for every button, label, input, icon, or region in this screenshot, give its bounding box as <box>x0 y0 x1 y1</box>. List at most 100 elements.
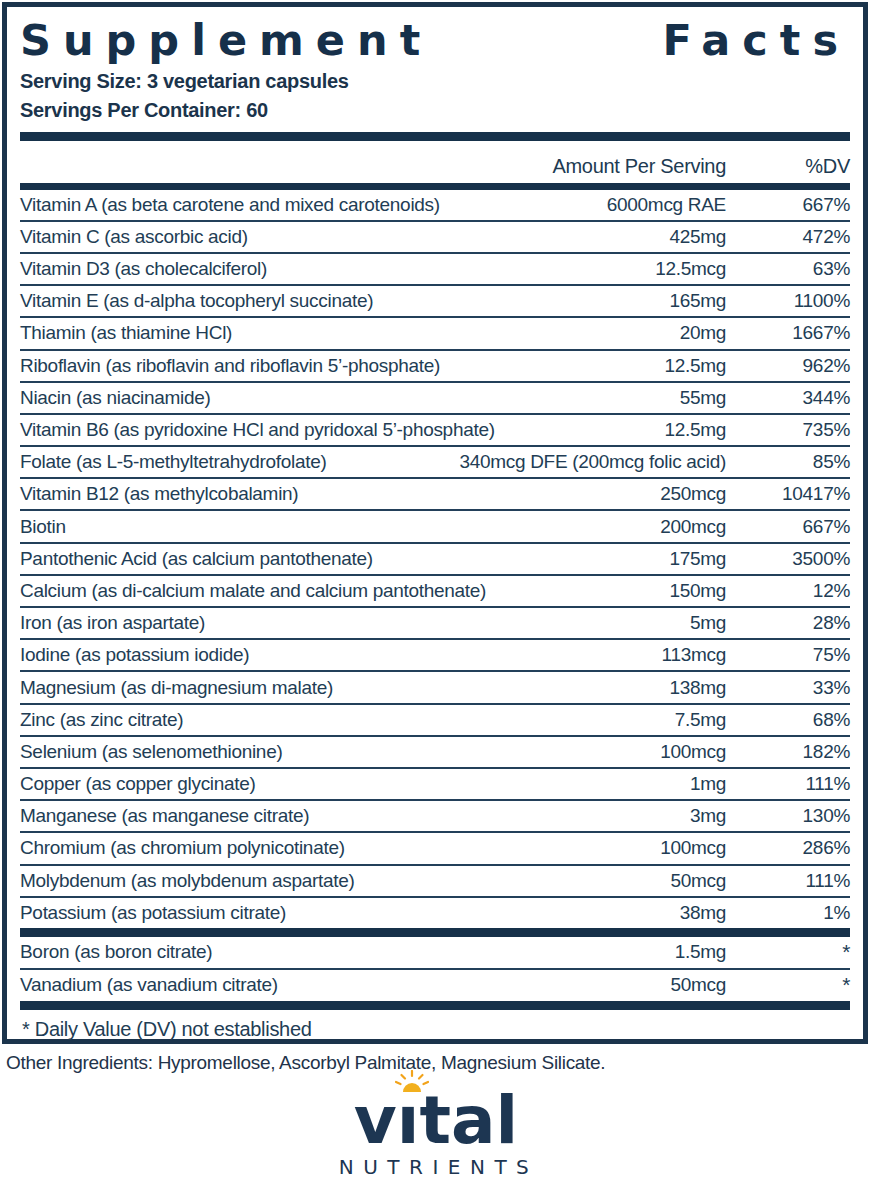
nutrient-dv: 667% <box>738 516 850 538</box>
nutrient-amount: 1.5mg <box>675 941 726 963</box>
nutrient-name: Calcium (as di-calcium malate and calciu… <box>20 580 657 602</box>
table-row: Vitamin D3 (as cholecalciferol) 12.5mcg … <box>20 254 850 286</box>
nutrient-amount: 425mg <box>669 226 726 248</box>
table-row: Selenium (as selenomethionine) 100mcg 18… <box>20 737 850 769</box>
header-percent-dv: %DV <box>738 155 850 178</box>
nutrient-name: Potassium (as potassium citrate) <box>20 902 668 924</box>
nutrient-name: Boron (as boron citrate) <box>20 941 663 963</box>
nutrient-name: Vitamin A (as beta carotene and mixed ca… <box>20 194 595 216</box>
nutrient-amount: 200mcg <box>660 516 726 538</box>
servings-per-container-line: Servings Per Container: 60 <box>20 96 850 125</box>
nutrient-dv: 735% <box>738 419 850 441</box>
nutrient-amount: 12.5mcg <box>655 258 726 280</box>
nutrient-amount: 1mg <box>690 773 726 795</box>
panel-title: Supplement Facts <box>20 15 850 67</box>
nutrient-name: Thiamin (as thiamine HCl) <box>20 322 668 344</box>
nutrient-amount: 138mg <box>669 677 726 699</box>
nutrient-dv: 667% <box>738 194 850 216</box>
nutrient-name: Vanadium (as vanadium citrate) <box>20 974 658 996</box>
table-row: Vanadium (as vanadium citrate) 50mcg * <box>20 970 850 1001</box>
table-row: Niacin (as niacinamide) 55mg 344% <box>20 383 850 415</box>
nutrient-dv: 85% <box>738 451 850 473</box>
nutrient-dv: 1100% <box>738 290 850 312</box>
nutrient-dv: 12% <box>738 580 850 602</box>
nutrient-name: Molybdenum (as molybdenum aspartate) <box>20 870 658 892</box>
table-row: Potassium (as potassium citrate) 38mg 1% <box>20 898 850 928</box>
table-row: Vitamin E (as d-alpha tocopheryl succina… <box>20 286 850 318</box>
nutrient-name: Vitamin B6 (as pyridoxine HCl and pyrido… <box>20 419 652 441</box>
brand-logo: vıtal NUTRIENTS <box>0 1086 872 1179</box>
nutrient-dv: 182% <box>738 741 850 763</box>
nutrient-name: Magnesium (as di-magnesium malate) <box>20 677 657 699</box>
nutrient-amount: 55mg <box>680 387 726 409</box>
table-row: Zinc (as zinc citrate) 7.5mg 68% <box>20 705 850 737</box>
nutrient-name: Vitamin B12 (as methylcobalamin) <box>20 483 648 505</box>
supplement-facts-panel: Supplement Facts Serving Size: 3 vegetar… <box>2 2 868 1044</box>
nutrient-name: Manganese (as manganese citrate) <box>20 805 678 827</box>
table-row: Vitamin B12 (as methylcobalamin) 250mcg … <box>20 479 850 511</box>
table-row: Magnesium (as di-magnesium malate) 138mg… <box>20 672 850 704</box>
nutrient-amount: 150mg <box>669 580 726 602</box>
divider-bar-top <box>20 132 850 141</box>
nutrient-name: Chromium (as chromium polynicotinate) <box>20 837 648 859</box>
nutrient-dv: 1% <box>738 902 850 924</box>
nutrient-name: Biotin <box>20 516 648 538</box>
panel-title-word-right: Facts <box>662 15 850 67</box>
nutrient-dv: * <box>738 973 850 997</box>
table-row: Vitamin A (as beta carotene and mixed ca… <box>20 190 850 222</box>
table-row: Folate (as L-5-methyltetrahydrofolate) 3… <box>20 447 850 479</box>
nutrient-table: Vitamin A (as beta carotene and mixed ca… <box>20 190 850 928</box>
nutrient-dv: 130% <box>738 805 850 827</box>
nutrient-name: Riboflavin (as riboflavin and riboflavin… <box>20 355 652 377</box>
nutrient-name: Vitamin D3 (as cholecalciferol) <box>20 258 643 280</box>
divider-bar-mid <box>20 928 850 937</box>
nutrient-amount: 165mg <box>669 290 726 312</box>
table-row: Vitamin B6 (as pyridoxine HCl and pyrido… <box>20 415 850 447</box>
table-row: Thiamin (as thiamine HCl) 20mg 1667% <box>20 318 850 350</box>
nutrient-amount: 100mcg <box>660 837 726 859</box>
sun-icon <box>395 1070 429 1094</box>
nutrient-name: Vitamin E (as d-alpha tocopheryl succina… <box>20 290 657 312</box>
nutrient-amount: 12.5mg <box>664 419 726 441</box>
divider-bar-header <box>20 183 850 190</box>
nutrient-name: Pantothenic Acid (as calcium pantothenat… <box>20 548 657 570</box>
nutrient-dv: 28% <box>738 612 850 634</box>
nutrient-name: Vitamin C (as ascorbic acid) <box>20 226 657 248</box>
table-row: Pantothenic Acid (as calcium pantothenat… <box>20 544 850 576</box>
nutrient-name: Iron (as iron aspartate) <box>20 612 678 634</box>
table-row: Molybdenum (as molybdenum aspartate) 50m… <box>20 866 850 898</box>
table-row: Manganese (as manganese citrate) 3mg 130… <box>20 801 850 833</box>
nutrient-dv: 286% <box>738 837 850 859</box>
nutrient-name: Selenium (as selenomethionine) <box>20 741 648 763</box>
nutrient-name: Iodine (as potassium iodide) <box>20 644 650 666</box>
nutrient-amount: 7.5mg <box>675 709 726 731</box>
nutrient-dv: 10417% <box>738 483 850 505</box>
nutrient-amount: 50mcg <box>670 974 726 996</box>
table-row: Iron (as iron aspartate) 5mg 28% <box>20 608 850 640</box>
table-row: Iodine (as potassium iodide) 113mcg 75% <box>20 640 850 672</box>
nutrient-amount: 5mg <box>690 612 726 634</box>
table-row: Riboflavin (as riboflavin and riboflavin… <box>20 351 850 383</box>
nutrient-amount: 340mcg DFE (200mcg folic acid) <box>459 451 726 473</box>
nutrient-amount: 3mg <box>690 805 726 827</box>
serving-size-line: Serving Size: 3 vegetarian capsules <box>20 67 850 96</box>
nutrient-dv: 33% <box>738 677 850 699</box>
divider-bar-bottom <box>20 1001 850 1010</box>
nutrient-name: Copper (as copper glycinate) <box>20 773 678 795</box>
table-row: Chromium (as chromium polynicotinate) 10… <box>20 833 850 865</box>
nutrient-dv: * <box>738 940 850 964</box>
brand-name: vıtal <box>354 1086 518 1155</box>
nutrient-amount: 6000mcg RAE <box>607 194 726 216</box>
nutrient-dv: 472% <box>738 226 850 248</box>
nutrient-amount: 113mcg <box>662 644 726 666</box>
no-dv-nutrient-table: Boron (as boron citrate) 1.5mg * Vanadiu… <box>20 937 850 1001</box>
nutrient-amount: 20mg <box>680 322 726 344</box>
nutrient-amount: 100mcg <box>660 741 726 763</box>
other-ingredients-line: Other Ingredients: Hypromellose, Ascorby… <box>6 1052 605 1074</box>
table-row: Calcium (as di-calcium malate and calciu… <box>20 576 850 608</box>
nutrient-dv: 344% <box>738 387 850 409</box>
nutrient-dv: 63% <box>738 258 850 280</box>
nutrient-name: Niacin (as niacinamide) <box>20 387 668 409</box>
nutrient-amount: 38mg <box>680 902 726 924</box>
dv-footnote: * Daily Value (DV) not established <box>20 1010 850 1041</box>
